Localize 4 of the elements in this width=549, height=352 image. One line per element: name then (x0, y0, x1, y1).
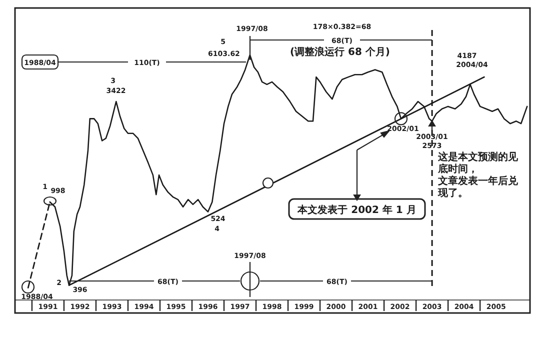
annotation: 文章发表一年后兑现了。 (437, 175, 519, 199)
annotation: 这是本文预测的见底时间， (437, 151, 519, 175)
annotation: (调整浪运行 68 个月) (290, 46, 390, 58)
annotation: 本文发表于 2002 年 1 月 (296, 204, 416, 216)
